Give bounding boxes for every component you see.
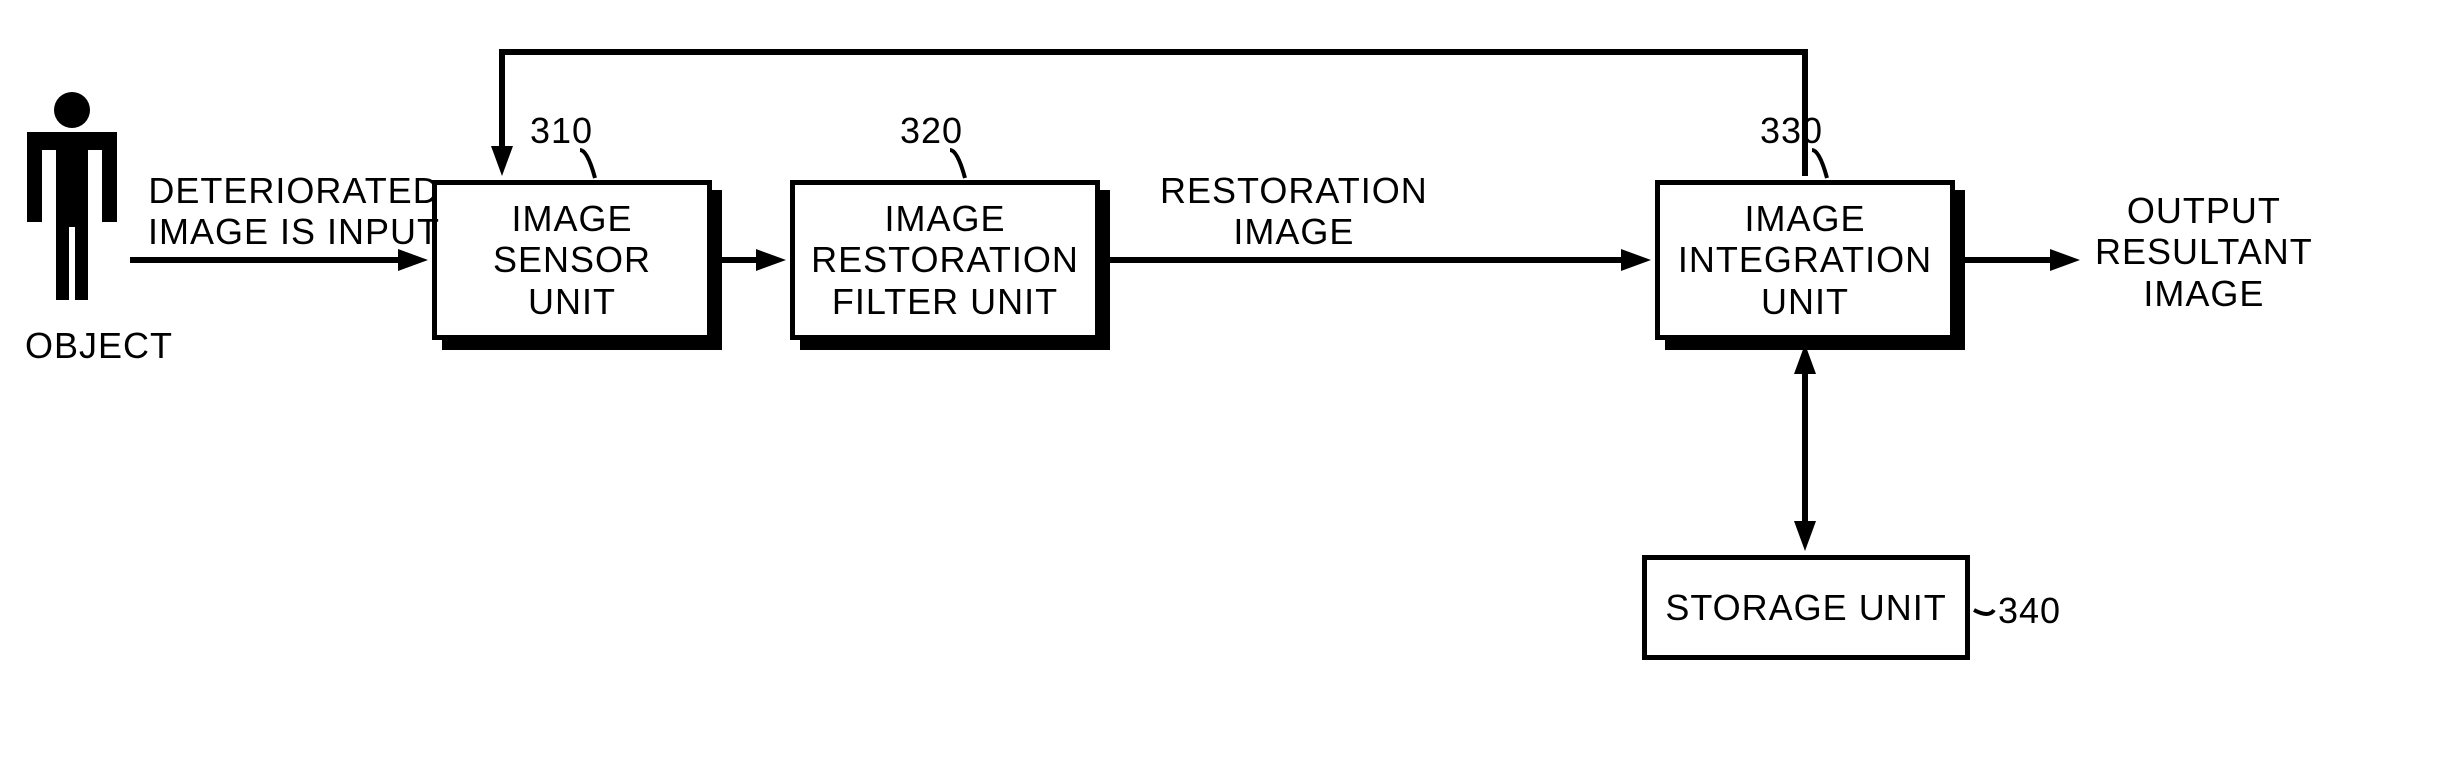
deteriorated-label: DETERIORATED IMAGE IS INPUT [148,170,440,253]
block-line: STORAGE UNIT [1665,587,1946,628]
ref-330: 330 [1760,110,1823,151]
object-label: OBJECT [25,325,173,366]
person-icon [0,0,2446,782]
ref-310: 310 [530,110,593,151]
block-line: RESTORATION [811,239,1079,280]
ref-340: 340 [1998,590,2061,631]
block-line: INTEGRATION [1678,239,1932,280]
ref-320: 320 [900,110,963,151]
diagram-canvas: IMAGE SENSOR UNIT IMAGE RESTORATION FILT… [0,0,2446,782]
restoration-label: RESTORATION IMAGE [1160,170,1428,253]
block-line: UNIT [1761,281,1849,322]
arrow-layer [0,0,2446,782]
block-line: IMAGE [884,198,1005,239]
block-line: SENSOR [493,239,651,280]
block-line: IMAGE [1744,198,1865,239]
block-line: FILTER UNIT [832,281,1058,322]
image-sensor-unit-block: IMAGE SENSOR UNIT [432,180,712,340]
block-line: IMAGE [511,198,632,239]
storage-unit-block: STORAGE UNIT [1642,555,1970,660]
block-line: UNIT [528,281,616,322]
output-label: OUTPUT RESULTANT IMAGE [2095,190,2313,314]
image-restoration-filter-unit-block: IMAGE RESTORATION FILTER UNIT [790,180,1100,340]
image-integration-unit-block: IMAGE INTEGRATION UNIT [1655,180,1955,340]
